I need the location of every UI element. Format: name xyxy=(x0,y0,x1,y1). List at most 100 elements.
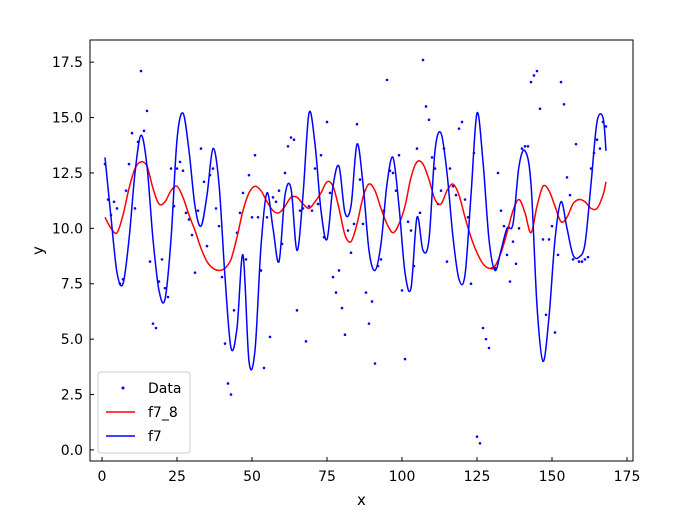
data-point xyxy=(349,251,353,255)
data-point xyxy=(532,74,536,77)
data-point xyxy=(127,162,131,166)
data-point xyxy=(373,362,377,365)
legend-label-f7-8: f7_8 xyxy=(148,405,178,421)
data-point xyxy=(403,357,407,361)
y-tick-label: 15.0 xyxy=(52,111,83,127)
x-tick-label: 75 xyxy=(318,469,336,485)
data-point xyxy=(151,322,155,325)
data-point xyxy=(418,211,422,215)
data-point xyxy=(496,171,500,175)
data-point xyxy=(340,306,344,310)
data-point xyxy=(529,80,533,84)
data-point xyxy=(199,147,203,150)
data-point xyxy=(292,138,296,142)
data-point xyxy=(181,169,185,173)
data-point xyxy=(346,229,350,232)
data-point xyxy=(133,207,137,210)
data-point xyxy=(571,258,575,261)
data-point xyxy=(499,209,503,212)
data-point xyxy=(265,215,269,219)
data-point xyxy=(547,238,551,241)
legend-label-data: Data xyxy=(148,381,181,397)
data-point xyxy=(568,193,572,197)
data-point xyxy=(220,275,224,279)
legend-label-f7: f7 xyxy=(148,429,162,445)
data-point xyxy=(475,435,479,438)
data-point xyxy=(520,147,524,150)
data-point xyxy=(316,202,320,206)
data-point xyxy=(424,105,428,108)
data-point xyxy=(397,153,401,157)
data-point xyxy=(313,167,317,170)
data-point xyxy=(274,200,278,204)
data-point xyxy=(163,286,167,290)
data-point xyxy=(178,160,182,164)
data-point xyxy=(334,291,338,294)
data-point xyxy=(511,240,515,243)
data-point xyxy=(481,326,485,330)
data-point xyxy=(604,125,608,128)
data-point xyxy=(331,275,335,279)
data-point xyxy=(286,145,290,148)
data-point xyxy=(283,171,287,175)
data-point xyxy=(562,102,566,106)
data-point xyxy=(232,309,236,312)
data-point xyxy=(238,211,242,215)
data-point xyxy=(364,291,368,294)
data-point xyxy=(211,167,215,170)
data-point xyxy=(229,393,233,396)
data-point xyxy=(202,180,206,184)
data-point xyxy=(343,333,347,337)
data-point xyxy=(154,326,158,330)
data-point xyxy=(166,295,170,299)
data-point xyxy=(319,153,323,157)
data-point xyxy=(385,78,389,82)
data-point xyxy=(190,233,194,237)
data-point xyxy=(169,167,173,170)
legend: Data f7_8 f7 xyxy=(97,371,191,454)
data-point xyxy=(580,260,584,263)
data-point xyxy=(448,167,452,170)
data-point xyxy=(421,58,425,62)
data-point xyxy=(439,189,443,192)
x-tick-label: 150 xyxy=(539,469,566,485)
data-point xyxy=(460,120,464,124)
data-point xyxy=(256,215,260,219)
data-point xyxy=(337,269,341,272)
data-point xyxy=(298,209,302,212)
data-point xyxy=(586,255,590,259)
data-point xyxy=(391,171,395,175)
data-point xyxy=(463,198,467,201)
data-point xyxy=(184,211,188,215)
data-point xyxy=(430,156,434,159)
y-tick-label: 10.0 xyxy=(52,221,83,237)
legend-box xyxy=(97,371,191,454)
data-point xyxy=(541,238,545,241)
data-point xyxy=(556,253,560,257)
data-point xyxy=(502,224,506,228)
data-point xyxy=(427,118,431,122)
data-point xyxy=(247,173,251,177)
data-point xyxy=(142,129,146,133)
data-point xyxy=(226,382,230,385)
data-point xyxy=(145,109,149,113)
data-point xyxy=(400,289,404,292)
data-point xyxy=(259,269,263,272)
data-point xyxy=(538,107,542,110)
data-point xyxy=(478,441,482,445)
data-point xyxy=(454,193,458,197)
data-point xyxy=(241,191,245,195)
data-point xyxy=(484,337,488,341)
data-point xyxy=(361,222,365,226)
data-point xyxy=(505,253,509,257)
x-axis-label: x xyxy=(357,491,366,509)
data-point xyxy=(577,260,581,263)
data-point xyxy=(358,178,362,181)
data-point xyxy=(535,69,539,73)
data-point xyxy=(457,127,461,130)
data-point xyxy=(394,189,398,192)
data-point xyxy=(370,300,374,303)
data-point xyxy=(445,260,449,263)
